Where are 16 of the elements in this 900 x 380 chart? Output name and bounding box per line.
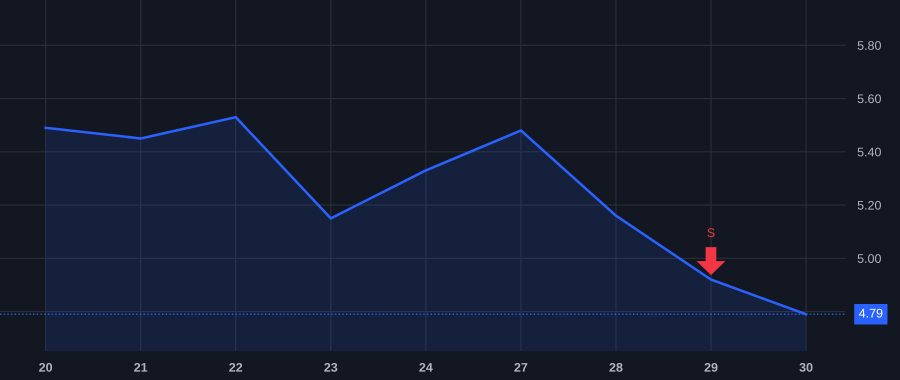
- annotation: S: [707, 228, 715, 238]
- x-tick-label: 29: [704, 362, 718, 372]
- ref-line-label: 4.79: [858, 308, 882, 318]
- x-tick-label: 21: [134, 362, 148, 372]
- y-tick-label: 5.00: [858, 254, 881, 263]
- y-tick-label: 5.80: [858, 41, 881, 50]
- y-tick-label: 5.20: [858, 200, 881, 210]
- x-tick-label: 30: [799, 362, 813, 372]
- y-tick-label: 5.40: [858, 148, 881, 156]
- x-tick-label: 24: [419, 362, 433, 372]
- x-tick-label: 27: [514, 362, 528, 372]
- x-tick-label: 23: [324, 362, 338, 372]
- x-tick-label: 28: [609, 362, 623, 372]
- x-tick-label: 20: [39, 362, 52, 372]
- x-tick-label: 22: [229, 362, 242, 372]
- y-tick-label: 5.60: [858, 94, 881, 104]
